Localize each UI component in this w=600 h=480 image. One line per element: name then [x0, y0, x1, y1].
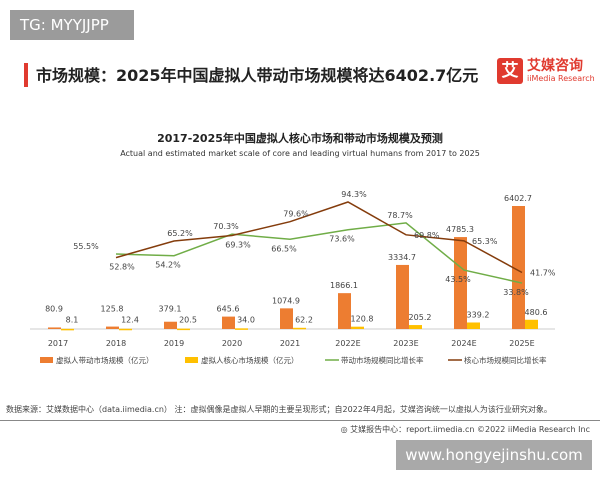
x-tick-label: 2020 — [222, 339, 242, 348]
line-label: 69.3% — [225, 241, 251, 250]
bar-label-leading: 3334.7 — [388, 253, 416, 262]
source-note: 数据来源：艾媒数据中心（data.iimedia.cn） 注：虚拟偶像是虚拟人早… — [6, 405, 552, 414]
bar-leading — [222, 316, 235, 329]
chart-subtitle: Actual and estimated market scale of cor… — [120, 149, 480, 158]
chart-title: 2017-2025年中国虚拟人核心市场和带动市场规模及预测 — [157, 132, 443, 145]
credit: ◎ 艾媒报告中心：report.iimedia.cn ©2022 iiMedia… — [341, 424, 590, 435]
bar-label-core: 480.6 — [525, 308, 548, 317]
bar-label-leading: 80.9 — [45, 305, 63, 314]
page-title: 市场规模：2025年中国虚拟人带动市场规模将达6402.7亿元 — [36, 66, 479, 85]
legend-swatch — [185, 357, 198, 363]
bar-core — [61, 328, 74, 331]
line-label: 78.7% — [387, 211, 413, 220]
bar-core — [119, 328, 132, 331]
x-tick-label: 2018 — [106, 339, 126, 348]
bar-label-leading: 1866.1 — [330, 281, 358, 290]
line-label: 33.8% — [503, 288, 529, 297]
bar-label-leading: 1074.9 — [272, 296, 300, 305]
x-tick-label: 2022E — [335, 339, 360, 348]
x-tick-label: 2017 — [48, 339, 68, 348]
watermark-label: TG: MYYJJPP — [10, 10, 134, 40]
watermark-bottom: www.hongyejinshu.com — [396, 440, 592, 470]
bar-label-core: 20.5 — [179, 316, 197, 325]
legend-label: 核心市场规模同比增长率 — [464, 355, 547, 365]
logo-mark: 艾 — [497, 58, 523, 84]
line-label: 52.8% — [109, 263, 135, 272]
x-tick-label: 2023E — [393, 339, 418, 348]
bar-label-leading: 379.1 — [159, 305, 182, 314]
bar-leading — [338, 293, 351, 329]
bar-label-core: 339.2 — [467, 310, 490, 319]
bar-leading — [164, 321, 177, 329]
divider — [0, 420, 600, 421]
x-tick-label: 2024E — [451, 339, 476, 348]
bar-label-core: 120.8 — [351, 315, 374, 324]
bar-core — [351, 326, 364, 329]
bar-label-core: 8.1 — [66, 316, 79, 325]
bar-label-leading: 4785.3 — [446, 225, 474, 234]
bar-leading — [280, 308, 293, 329]
chart: 2017 80.98.1 2018 125.8 12.4 2019 379.1 20.5 202… — [30, 190, 556, 365]
legend-label: 带动市场规模同比增长率 — [341, 355, 424, 365]
logo-cn: 艾媒咨询 — [527, 58, 583, 74]
x-tick-label: 2025E — [509, 339, 534, 348]
bar-leading — [512, 206, 525, 329]
bar-label-core: 34.0 — [237, 316, 255, 325]
line-label: 54.2% — [155, 261, 181, 270]
line-label: 79.6% — [283, 210, 309, 219]
bar-label-core: 12.4 — [121, 316, 139, 325]
title-accent — [24, 63, 28, 87]
legend-swatch — [40, 357, 53, 363]
bar-core — [293, 327, 306, 330]
credit-text: 艾媒报告中心：report.iimedia.cn ©2022 iiMedia R… — [350, 425, 590, 434]
legend-label: 虚拟人核心市场规模（亿元） — [201, 355, 299, 365]
line-label: 70.3% — [213, 222, 239, 231]
bar-leading — [454, 237, 467, 329]
line-label: 43.5% — [445, 275, 471, 284]
bar-leading — [48, 327, 61, 329]
line-label: 41.7% — [530, 268, 556, 277]
x-tick-label: 2019 — [164, 339, 184, 348]
bar-label-core: 205.2 — [409, 313, 432, 322]
bar-core — [409, 325, 422, 329]
line-label: 55.5% — [73, 242, 99, 251]
logo-en: iiMedia Research — [527, 74, 595, 83]
line-label: 73.6% — [329, 235, 355, 244]
bar-label-leading: 6402.7 — [504, 194, 532, 203]
legend-label: 虚拟人带动市场规模（亿元） — [56, 355, 154, 365]
bar-leading — [396, 264, 409, 329]
x-tick-label: 2021 — [280, 339, 300, 348]
bar-label-leading: 125.8 — [101, 305, 124, 314]
line-label: 69.8% — [414, 231, 440, 240]
report-icon: ◎ — [340, 425, 351, 434]
line-leading-growth — [115, 222, 523, 284]
bar-core — [177, 328, 190, 331]
bar-label-leading: 645.6 — [217, 305, 240, 314]
line-core-growth — [115, 201, 523, 274]
bar-leading — [106, 326, 119, 329]
bar-core — [235, 328, 248, 330]
line-label: 66.5% — [271, 244, 297, 253]
bar-label-core: 62.2 — [295, 316, 313, 325]
line-label: 65.2% — [167, 229, 193, 238]
bar-core — [467, 322, 480, 329]
bar-core — [525, 319, 538, 329]
line-label: 65.3% — [472, 237, 498, 246]
logo: 艾 艾媒咨询 iiMedia Research — [497, 58, 595, 84]
line-label: 94.3% — [341, 190, 367, 199]
